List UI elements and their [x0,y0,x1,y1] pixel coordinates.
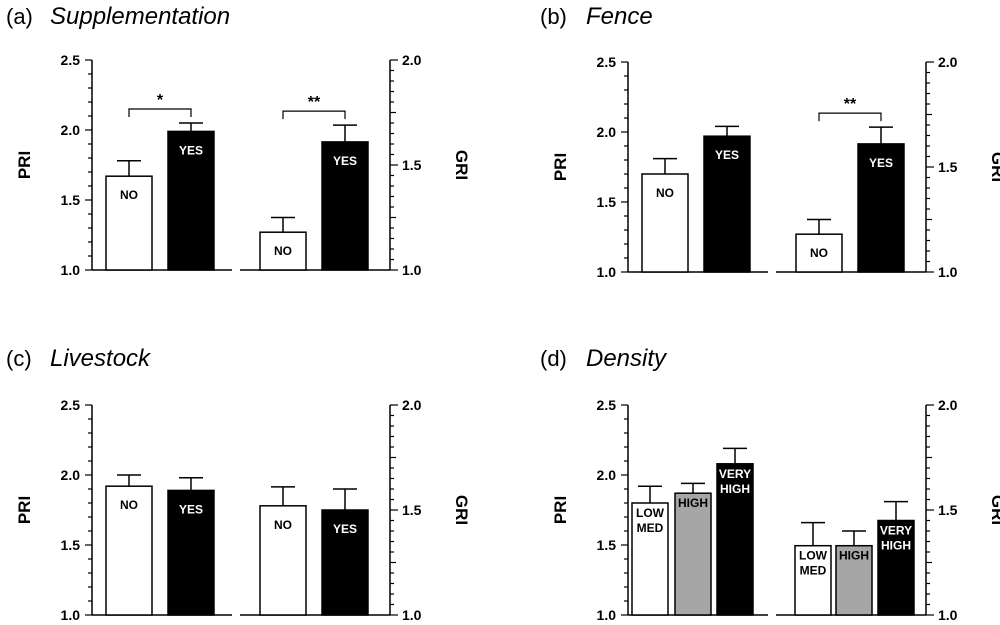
bar-label: YES [869,156,893,170]
chart-panel-1: (a) Supplementation 1.0 1.5 2.0 2.5 PRI 1.0 1.5 2… [6,3,471,278]
left-tick-label: 1.5 [61,192,81,208]
y2-axis-title: GRI [452,495,471,525]
bar-label: MED [800,564,827,578]
bar [835,544,873,616]
left-tick-label: 2.5 [597,54,617,70]
bar-label: VERY [880,524,912,538]
bar [105,175,153,271]
significance-label: ** [844,96,857,113]
panel-label: (b) [540,4,567,29]
left-tick-label: 1.0 [597,607,617,623]
right-tick-label: 2.0 [402,52,422,68]
left-tick-label: 2.5 [597,397,617,413]
left-tick-label: 2.5 [61,397,81,413]
left-tick-label: 1.5 [597,537,617,553]
bar [703,135,751,273]
left-tick-label: 2.0 [61,467,81,483]
chart-title: Fence [586,3,653,30]
significance-label: * [157,92,164,109]
significance-bracket [282,110,346,120]
chart-title: Density [586,345,668,372]
bar [259,231,307,271]
bar-label: NO [656,186,674,200]
bar-label: NO [810,246,828,260]
bar-label: YES [179,502,203,516]
chart-title: Livestock [50,345,152,372]
bar [167,130,215,271]
bar [716,463,754,616]
y-axis-title: PRI [551,153,570,181]
bar-label: YES [333,154,357,168]
panel-label: (c) [6,346,32,371]
bar [321,141,369,271]
bar-label: MED [637,521,664,535]
bar-label: LOW [636,506,665,520]
bar [641,173,689,273]
panel-label: (d) [540,346,567,371]
bar [674,492,712,616]
bar-label: HIGH [839,549,869,563]
bar-label: YES [333,522,357,536]
bar-label: HIGH [881,539,911,553]
right-tick-label: 2.0 [938,397,958,413]
left-tick-label: 1.5 [597,194,617,210]
left-tick-label: 2.0 [61,122,81,138]
bar-label: VERY [719,467,751,481]
y-axis-title: PRI [15,496,34,524]
left-tick-label: 1.0 [597,264,617,280]
right-tick-label: 1.5 [402,157,422,173]
bar [321,509,369,616]
bar [857,143,905,273]
y-axis-title: PRI [551,496,570,524]
bar-label: YES [179,143,203,157]
right-tick-label: 1.5 [938,502,958,518]
bar-label: NO [274,518,292,532]
y2-axis-title: GRI [988,495,1000,525]
bar [877,519,915,616]
left-tick-label: 1.5 [61,537,81,553]
right-tick-label: 1.0 [402,262,422,278]
y2-axis-title: GRI [988,152,1000,182]
y-axis-title: PRI [15,151,34,179]
right-tick-label: 1.5 [402,502,422,518]
bar [259,505,307,616]
left-tick-label: 1.0 [61,607,81,623]
significance-label: ** [308,94,321,111]
y2-axis-title: GRI [452,150,471,180]
right-tick-label: 1.0 [938,607,958,623]
significance-bracket [128,108,192,117]
bar-label: NO [120,188,138,202]
panel-label: (a) [6,4,33,29]
bar [795,233,843,273]
right-tick-label: 2.0 [402,397,422,413]
chart-panel-3: (c) Livestock 1.0 1.5 2.0 2.5 PRI 1.0 1.5 2.0 GRI N… [6,345,471,623]
bar-label: YES [715,148,739,162]
significance-bracket [818,112,882,122]
left-tick-label: 2.0 [597,467,617,483]
bar [167,489,215,616]
left-tick-label: 2.5 [61,52,81,68]
bar [794,544,832,616]
bar-label: NO [120,498,138,512]
left-tick-label: 1.0 [61,262,81,278]
bar-label: HIGH [720,482,750,496]
right-tick-label: 1.0 [402,607,422,623]
chart-panel-2: (b) Fence 1.0 1.5 2.0 2.5 PRI 1.0 1.5 2.0 GRI NO YES… [540,3,1000,280]
chart-panel-4: (d) Density 1.0 1.5 2.0 2.5 PRI 1.0 1.5 2.0 GRI LOW… [540,345,1000,623]
bar-label: HIGH [678,496,708,510]
left-tick-label: 2.0 [597,124,617,140]
right-tick-label: 1.0 [938,264,958,280]
bar [105,485,153,616]
bar-label: LOW [799,549,828,563]
right-tick-label: 1.5 [938,159,958,175]
right-tick-label: 2.0 [938,54,958,70]
chart-title: Supplementation [50,3,230,30]
bar [631,502,669,616]
bar-label: NO [274,244,292,258]
